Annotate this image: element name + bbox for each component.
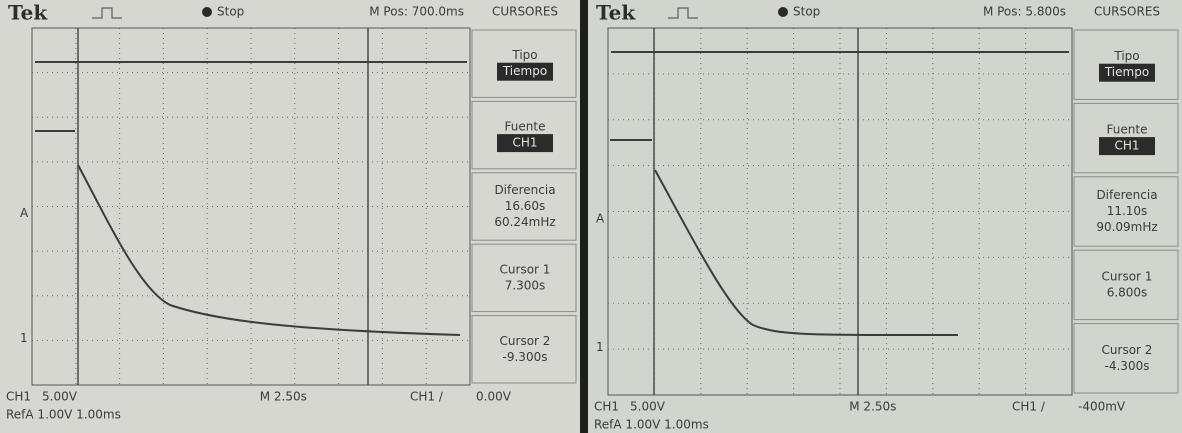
- footer-channel: CH1: [594, 400, 619, 414]
- menu-highlight: [1099, 63, 1155, 82]
- trigger-icon: [668, 7, 698, 19]
- menu-title: CURSORES: [492, 5, 558, 19]
- screen-bg: [588, 0, 1182, 433]
- brand: Tek: [8, 1, 48, 25]
- menu-box: [1073, 323, 1179, 394]
- screen-bg: [0, 0, 580, 433]
- trigger-marker: A: [20, 206, 29, 220]
- menu-box: [1073, 29, 1179, 100]
- status: Stop: [217, 5, 244, 19]
- graticule-frame: [31, 27, 471, 386]
- menu-box: [1073, 249, 1179, 321]
- menu-value: CH1: [512, 136, 537, 150]
- menu-value: 6.800s: [1107, 285, 1148, 299]
- menu-highlight: [1099, 137, 1155, 156]
- menu-value: 11.10s: [1107, 204, 1148, 218]
- waveform: [35, 130, 461, 336]
- stop-icon: [202, 7, 212, 17]
- menu-box: [1073, 176, 1179, 247]
- footer-scale: 5.00V: [630, 400, 666, 414]
- menu-value: 7.300s: [505, 278, 546, 292]
- trigger-marker: A: [596, 211, 605, 225]
- menu-label: Tipo: [1113, 49, 1139, 63]
- menu-box: [471, 100, 577, 170]
- channel-marker: 1: [596, 340, 604, 354]
- menu-label: Diferencia: [494, 183, 555, 197]
- menu-label: Cursor 2: [500, 334, 551, 348]
- footer-reference: RefA 1.00V 1.00ms: [594, 418, 709, 432]
- menu-value: -4.300s: [1105, 359, 1150, 373]
- menu-box: [471, 243, 577, 313]
- footer-reference: RefA 1.00V 1.00ms: [6, 408, 121, 422]
- menu-label: Tipo: [511, 48, 537, 62]
- channel-marker: 1: [20, 331, 28, 345]
- footer-level: -400mV: [1078, 400, 1126, 414]
- menu-box: [471, 172, 577, 241]
- menu-value: -9.300s: [503, 350, 548, 364]
- menu-label: Cursor 1: [500, 262, 551, 276]
- menu-value: 60.24mHz: [494, 215, 555, 229]
- menu-value: Tiempo: [1104, 65, 1149, 79]
- position: M Pos: 5.800s: [983, 5, 1066, 19]
- menu-box: [471, 315, 577, 384]
- menu-box: [1073, 102, 1179, 174]
- menu-label: Fuente: [505, 120, 546, 134]
- menu-title: CURSORES: [1094, 5, 1160, 19]
- stop-icon: [778, 7, 788, 17]
- waveform: [610, 139, 959, 337]
- trigger-icon: [92, 7, 122, 19]
- footer-trigger: CH1 ∕: [410, 390, 444, 404]
- footer-timebase: M 2.50s: [849, 400, 896, 414]
- footer-scale: 5.00V: [42, 390, 78, 404]
- menu-label: Cursor 2: [1102, 343, 1153, 357]
- menu-value: 90.09mHz: [1096, 220, 1157, 234]
- menu-box: [471, 29, 577, 98]
- scope-screen: Tek Stop M Pos: 700.0ms CURSORES Tipo Tiempo F…: [0, 0, 580, 433]
- menu-highlight: [497, 134, 553, 153]
- footer-trigger: CH1 ∕: [1012, 400, 1046, 414]
- position: M Pos: 700.0ms: [369, 5, 464, 19]
- menu-value: Tiempo: [502, 64, 547, 78]
- graticule-frame: [607, 27, 1073, 396]
- menu-value: CH1: [1114, 139, 1139, 153]
- footer-level: 0.00V: [476, 390, 512, 404]
- menu-label: Fuente: [1107, 123, 1148, 137]
- menu-value: 16.60s: [505, 199, 546, 213]
- menu-label: Cursor 1: [1102, 269, 1153, 283]
- brand: Tek: [596, 1, 636, 25]
- menu-label: Diferencia: [1096, 188, 1157, 202]
- footer-channel: CH1: [6, 390, 31, 404]
- menu-highlight: [497, 62, 553, 81]
- footer-timebase: M 2.50s: [260, 390, 307, 404]
- scope-screen: Tek Stop M Pos: 5.800s CURSORES Tipo Tiempo Fu…: [588, 0, 1182, 433]
- status: Stop: [793, 5, 820, 19]
